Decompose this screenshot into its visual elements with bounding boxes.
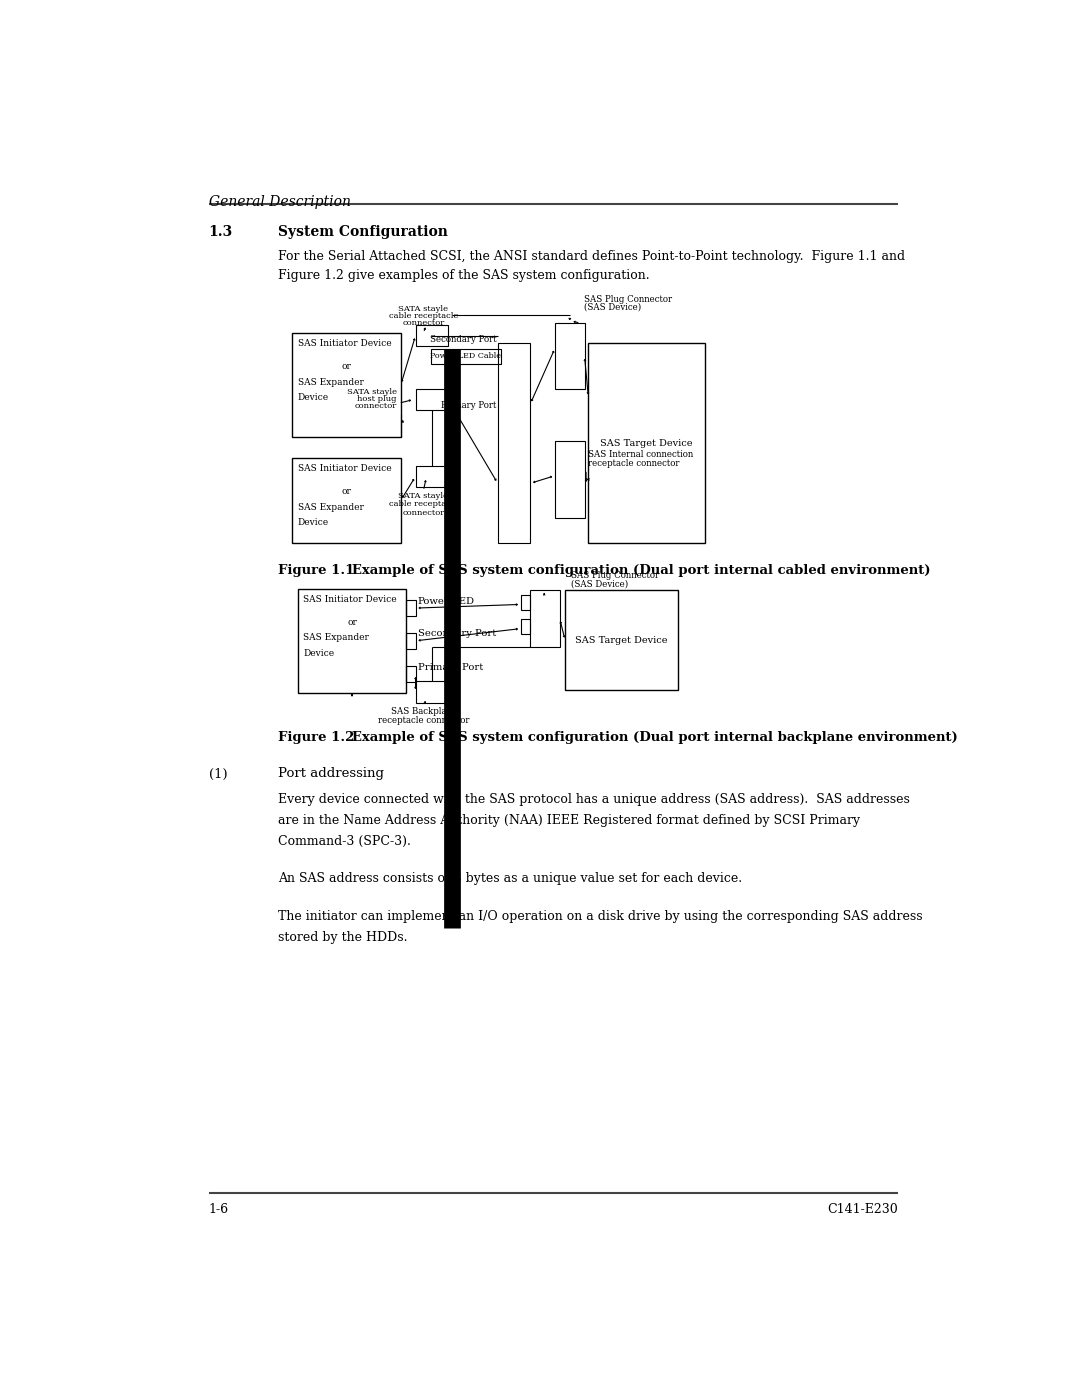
Text: SAS Backplane: SAS Backplane [391, 707, 457, 715]
Bar [416, 388, 448, 411]
Text: (1): (1) [208, 767, 227, 781]
Text: SAS Plug Connector: SAS Plug Connector [584, 295, 673, 305]
Text: System Configuration: System Configuration [279, 225, 448, 239]
Text: Example of SAS system configuration (Dual port internal backplane environment): Example of SAS system configuration (Dua… [338, 731, 958, 745]
Bar [530, 591, 559, 647]
Bar [298, 588, 406, 693]
Text: Figure 1.2: Figure 1.2 [279, 731, 354, 745]
Bar [406, 601, 416, 616]
Text: SATA stayle: SATA stayle [399, 492, 448, 500]
Text: SATA stayle: SATA stayle [399, 305, 448, 313]
Text: Primary Port: Primary Port [441, 401, 496, 411]
Bar [431, 349, 501, 365]
Bar [498, 344, 530, 543]
Text: Figure 1.2 give examples of the SAS system configuration.: Figure 1.2 give examples of the SAS syst… [279, 270, 650, 282]
Text: cable receptacle: cable receptacle [389, 500, 458, 509]
Text: For the Serial Attached SCSI, the ANSI standard defines Point-to-Point technolog: For the Serial Attached SCSI, the ANSI s… [279, 250, 905, 263]
Text: SAS Internal connection: SAS Internal connection [589, 450, 693, 460]
Text: SAS Expander: SAS Expander [298, 503, 364, 511]
Bar [565, 591, 677, 690]
Bar [406, 666, 416, 682]
Text: Power/LED Cable: Power/LED Cable [431, 352, 501, 360]
Text: (SAS Device): (SAS Device) [570, 580, 627, 588]
Bar [555, 441, 584, 518]
Text: The initiator can implement an I/O operation on a disk drive by using the corres: The initiator can implement an I/O opera… [279, 909, 923, 923]
Text: or: or [341, 362, 351, 372]
Bar [293, 458, 401, 542]
Text: Figure 1.1: Figure 1.1 [279, 564, 354, 577]
Text: SAS Plug Connector: SAS Plug Connector [570, 570, 659, 580]
Bar [416, 465, 448, 488]
Text: Device: Device [298, 518, 329, 527]
Text: SAS Initiator Device: SAS Initiator Device [298, 464, 391, 474]
Text: receptacle connector: receptacle connector [378, 715, 470, 725]
Text: C141-E230: C141-E230 [827, 1203, 899, 1217]
Bar [416, 324, 448, 346]
Text: SAS Target Device: SAS Target Device [600, 439, 692, 448]
Text: SAS Target Device: SAS Target Device [575, 636, 667, 645]
Bar [589, 344, 704, 543]
Text: connector: connector [354, 402, 397, 411]
Text: are in the Name Address Authority (NAA) IEEE Registered format defined by SCSI P: are in the Name Address Authority (NAA) … [279, 813, 861, 827]
Text: An SAS address consists of 8 bytes as a unique value set for each device.: An SAS address consists of 8 bytes as a … [279, 872, 743, 886]
Text: General Description: General Description [208, 194, 351, 208]
Text: Device: Device [298, 393, 329, 402]
Text: or: or [341, 488, 351, 496]
Text: Primary Port: Primary Port [418, 662, 483, 672]
Text: Command-3 (SPC-3).: Command-3 (SPC-3). [279, 834, 411, 848]
Text: Secondary Port: Secondary Port [418, 630, 496, 638]
Text: host plug: host plug [357, 395, 397, 404]
Text: SAS Initiator Device: SAS Initiator Device [303, 595, 396, 604]
Bar [521, 619, 530, 634]
Text: Power/LED: Power/LED [418, 597, 475, 606]
Text: 1.3: 1.3 [208, 225, 233, 239]
Text: connector: connector [402, 319, 445, 327]
Bar [555, 323, 584, 388]
Bar [416, 682, 448, 703]
Text: connector: connector [402, 509, 445, 517]
Text: cable receptacle: cable receptacle [389, 312, 458, 320]
Text: 1-6: 1-6 [208, 1203, 229, 1217]
Text: SAS Expander: SAS Expander [298, 377, 364, 387]
Text: Every device connected with the SAS protocol has a unique address (SAS address).: Every device connected with the SAS prot… [279, 793, 910, 806]
Text: SAS Initiator Device: SAS Initiator Device [298, 339, 391, 348]
Text: stored by the HDDs.: stored by the HDDs. [279, 930, 408, 944]
Text: Example of SAS system configuration (Dual port internal cabled environment): Example of SAS system configuration (Dua… [338, 564, 931, 577]
Text: Port addressing: Port addressing [279, 767, 384, 781]
Text: receptacle connector: receptacle connector [589, 460, 680, 468]
Text: Device: Device [303, 648, 335, 658]
Text: or: or [347, 617, 356, 627]
Text: SAS Expander: SAS Expander [303, 633, 369, 643]
Text: (SAS Device): (SAS Device) [584, 303, 642, 312]
Bar [406, 633, 416, 648]
Bar [521, 595, 530, 610]
Text: SATA stayle: SATA stayle [347, 388, 397, 397]
Text: Secondary Port: Secondary Port [430, 335, 496, 344]
Bar [293, 334, 401, 437]
